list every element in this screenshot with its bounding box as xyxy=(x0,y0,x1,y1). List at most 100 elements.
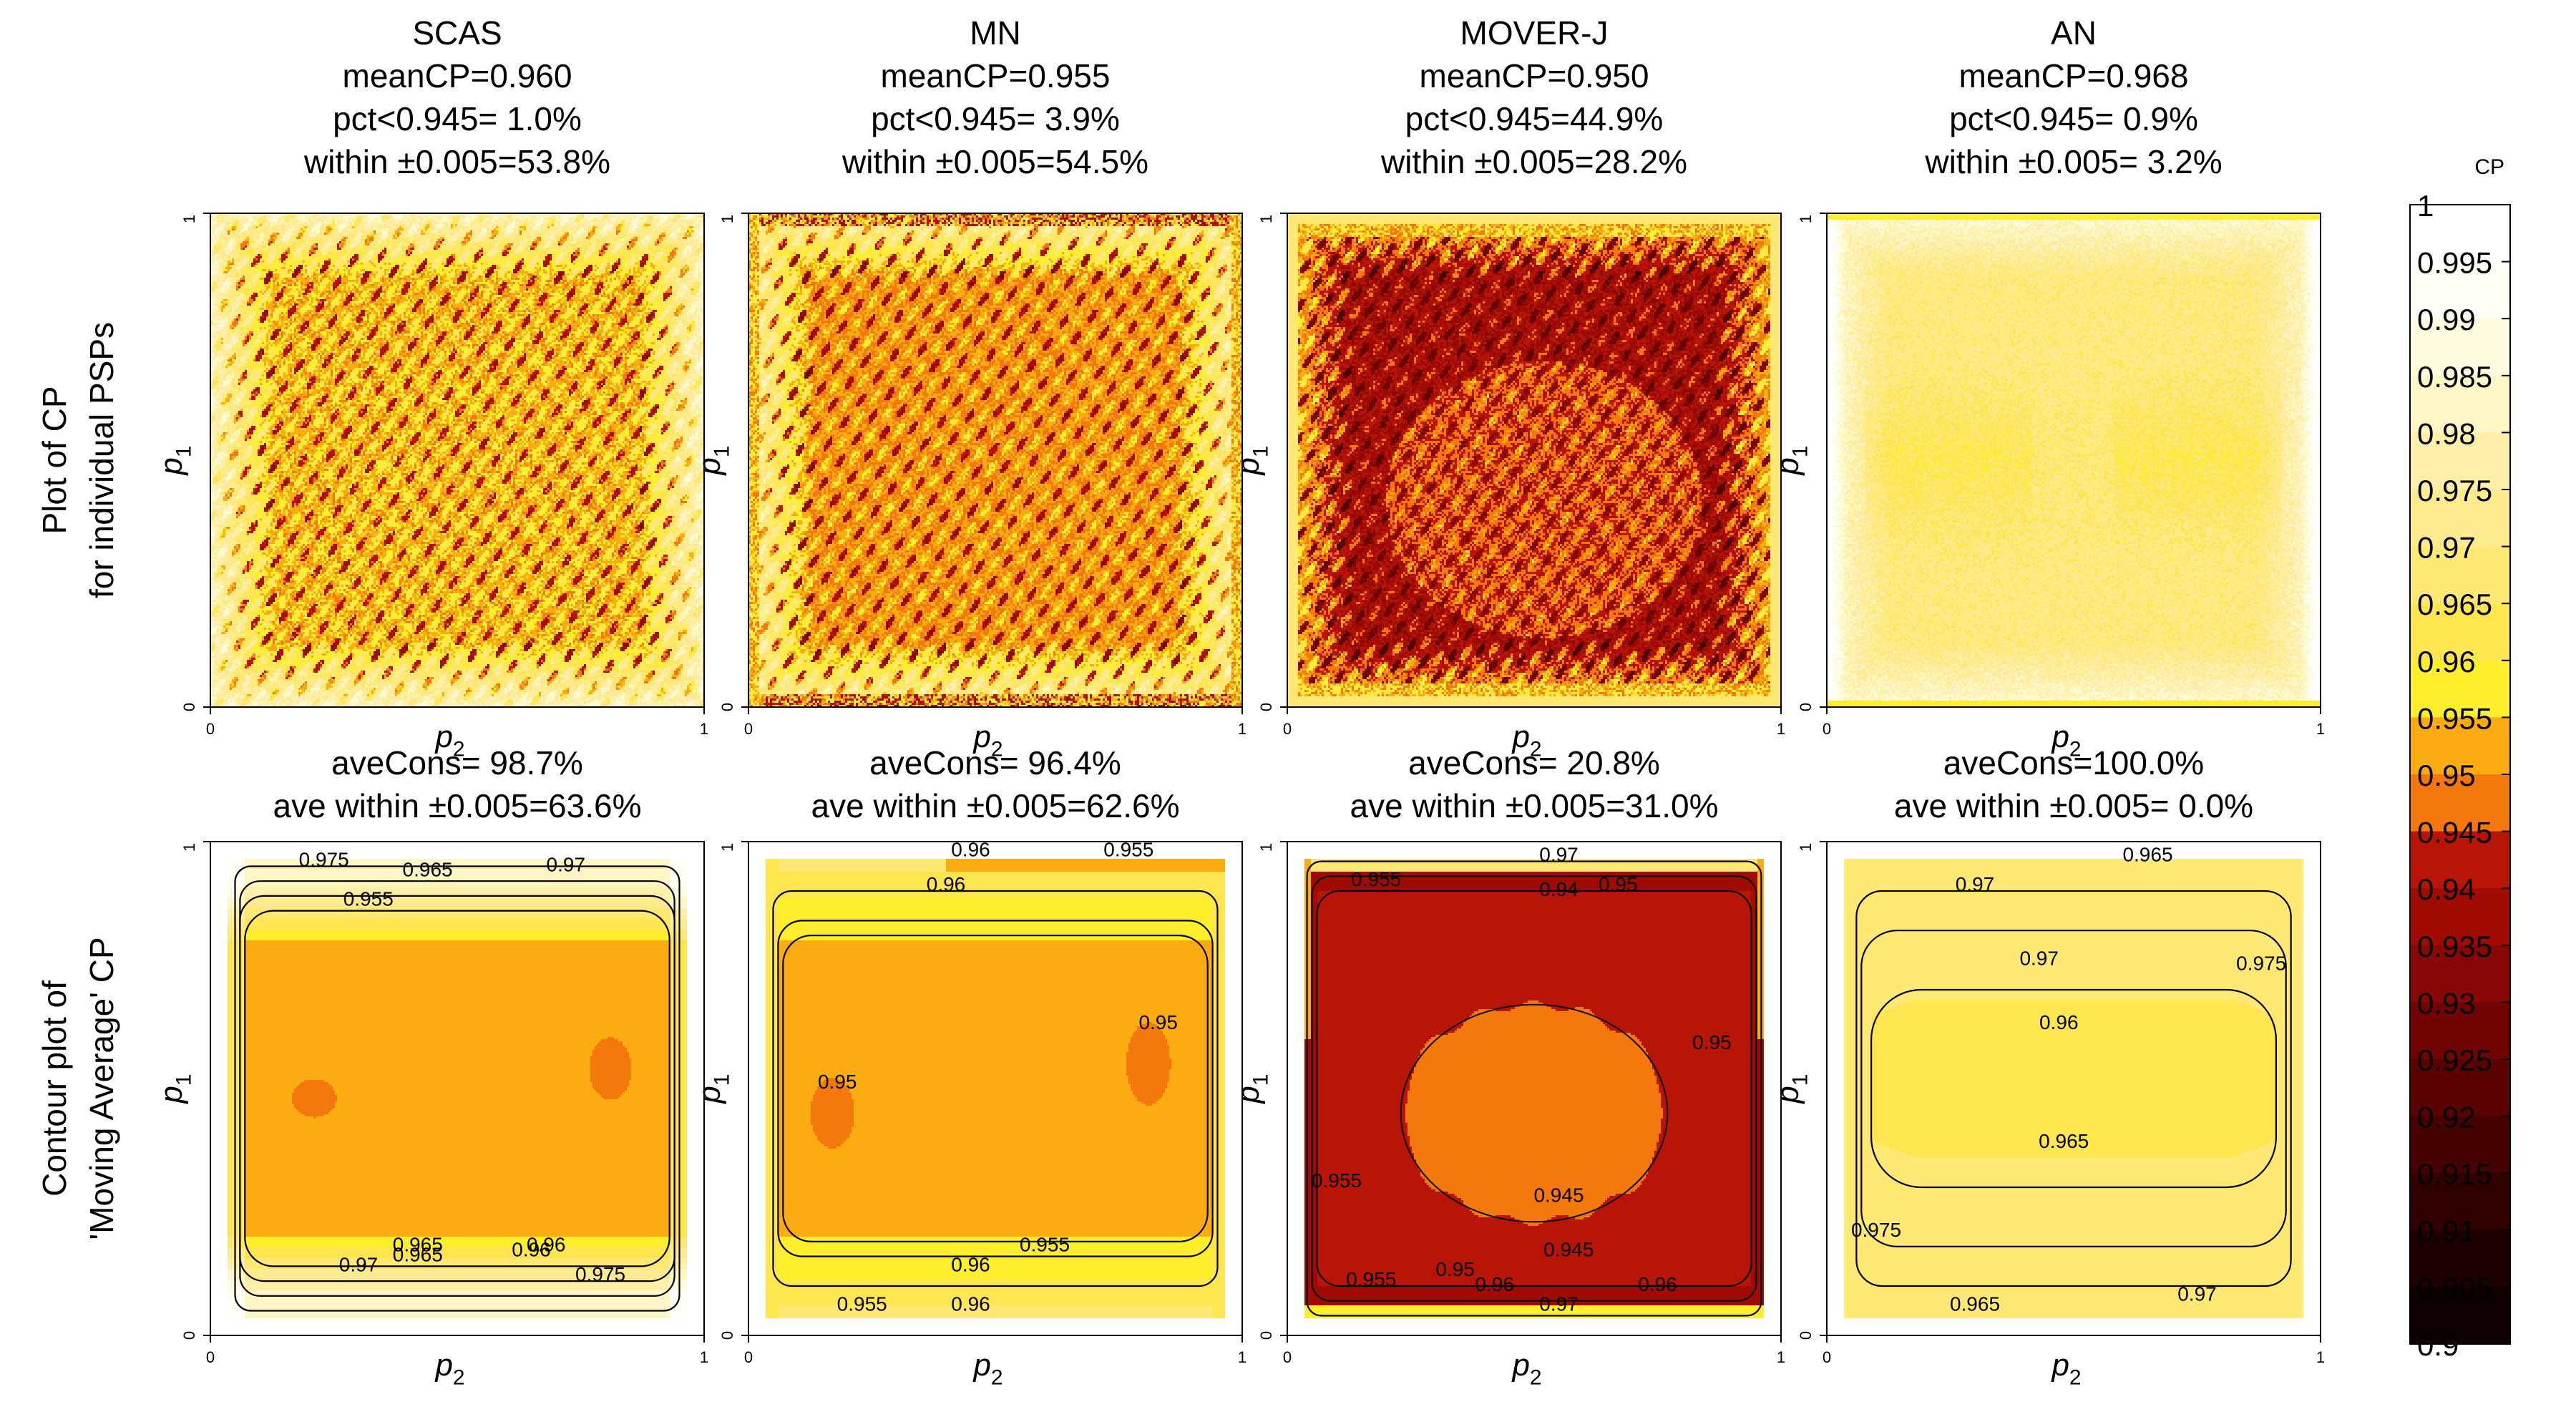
moving-average-heatmap-scas xyxy=(210,842,704,1335)
contour-label: 0.96 xyxy=(1638,1273,1677,1295)
contour-line xyxy=(239,895,675,1282)
contour-line xyxy=(1306,860,1762,1317)
colorbar-band xyxy=(2410,432,2510,490)
contour-value: 0.96 xyxy=(1638,1273,1677,1295)
y-tick-label: 0 xyxy=(1257,703,1275,711)
contour-line xyxy=(244,910,670,1267)
colorbar-tick-label: 1 xyxy=(2417,189,2434,223)
x-axis-label: p2 xyxy=(972,719,1002,761)
panel-stat: aveCons= 98.7% xyxy=(331,744,583,781)
contour-label: 0.94 xyxy=(1539,878,1579,900)
contour-line xyxy=(1855,890,2292,1287)
y-tick-label: 0 xyxy=(180,1331,198,1340)
contour-label: 0.945 xyxy=(1533,1184,1584,1207)
panel-stat: meanCP=0.950 xyxy=(1420,57,1649,94)
x-axis-label: p2 xyxy=(2050,719,2081,761)
contour-value: 0.96 xyxy=(2039,1011,2079,1033)
cp-heatmap-mover-j xyxy=(1287,213,1781,707)
y-tick-label: 0 xyxy=(1257,1331,1275,1340)
contour-value: 0.945 xyxy=(1533,1184,1584,1207)
colorbar-band xyxy=(2410,717,2510,775)
contour-value: 0.97 xyxy=(1956,873,1995,895)
contour-label: 0.95 xyxy=(818,1071,857,1093)
y-axis-label: p1 xyxy=(154,1073,195,1104)
contour-value: 0.97 xyxy=(1539,844,1579,866)
y-axis-label: p1 xyxy=(692,1073,733,1104)
y-tick-label: 0 xyxy=(718,703,736,711)
contour-value: 0.96 xyxy=(527,1234,566,1256)
colorbar-band xyxy=(2410,888,2510,946)
panel-stat: within ±0.005= 3.2% xyxy=(1924,143,2222,180)
colorbar-band xyxy=(2410,603,2510,661)
panel-stat: meanCP=0.960 xyxy=(343,57,572,94)
contour-line xyxy=(1860,930,2287,1247)
x-axis-label: p2 xyxy=(972,1348,1002,1389)
x-tick-label: 1 xyxy=(1238,1348,1246,1366)
contour-value: 0.965 xyxy=(393,1234,443,1256)
contour-line xyxy=(772,890,1219,1287)
contour-label: 0.95 xyxy=(1138,1011,1178,1033)
y-tick-label: 1 xyxy=(1257,215,1275,223)
colorbar-band xyxy=(2410,1116,2510,1174)
contour-line xyxy=(1316,890,1752,1287)
x-tick-label: 1 xyxy=(1777,1348,1785,1366)
contour-label: 0.975 xyxy=(299,849,349,871)
contour-line xyxy=(239,880,675,1297)
x-tick-label: 1 xyxy=(2316,1348,2325,1366)
contour-value: 0.97 xyxy=(339,1253,379,1275)
colorbar-band xyxy=(2410,318,2510,376)
colorbar-band xyxy=(2410,1059,2510,1117)
contour-value: 0.96 xyxy=(927,873,966,895)
colorbar-band xyxy=(2410,1287,2510,1345)
x-tick-label: 0 xyxy=(1283,720,1292,738)
contour-value: 0.955 xyxy=(1351,868,1401,890)
contour-label: 0.955 xyxy=(837,1293,887,1315)
colorbar-tick-label: 0.915 xyxy=(2417,1157,2492,1191)
y-tick-label: 1 xyxy=(1797,215,1815,223)
x-axis-label: p2 xyxy=(1511,1348,1541,1389)
contour-value: 0.975 xyxy=(2236,952,2286,974)
method-title: MN xyxy=(970,14,1021,52)
y-tick-label: 1 xyxy=(180,843,198,852)
colorbar-tick-label: 0.91 xyxy=(2417,1214,2476,1248)
contour-label: 0.975 xyxy=(575,1263,625,1285)
contour-value: 0.96 xyxy=(951,1293,990,1315)
contour-line xyxy=(777,920,1214,1257)
y-tick-label: 1 xyxy=(718,843,736,852)
contour-line xyxy=(782,934,1209,1242)
contour-value: 0.97 xyxy=(547,853,586,875)
contour-line xyxy=(234,865,680,1312)
contour-value: 0.965 xyxy=(1950,1293,2000,1315)
contour-label: 0.955 xyxy=(1346,1268,1396,1290)
contour-value: 0.97 xyxy=(2177,1283,2217,1305)
colorbar-tick-label: 0.985 xyxy=(2417,360,2492,394)
x-tick-label: 1 xyxy=(1238,720,1246,738)
contour-value: 0.955 xyxy=(1103,839,1153,861)
contour-label: 0.965 xyxy=(1950,1293,2000,1315)
colorbar-tick-label: 0.92 xyxy=(2417,1101,2476,1134)
colorbar-tick-label: 0.955 xyxy=(2417,701,2492,735)
contour-label: 0.945 xyxy=(1543,1239,1594,1261)
contour-label: 0.97 xyxy=(1956,873,1995,895)
contour-label: 0.97 xyxy=(547,853,586,875)
contour-value: 0.96 xyxy=(512,1239,551,1261)
contour-label: 0.95 xyxy=(1599,873,1638,895)
contour-label: 0.96 xyxy=(512,1239,551,1261)
contour-value: 0.955 xyxy=(1020,1234,1070,1256)
contour-value: 0.97 xyxy=(2019,948,2059,970)
contour-label: 0.955 xyxy=(1312,1169,1362,1192)
contour-value: 0.945 xyxy=(1543,1239,1594,1261)
colorbar-tick-label: 0.925 xyxy=(2417,1043,2492,1077)
colorbar-tick-label: 0.905 xyxy=(2417,1271,2492,1305)
cp-heatmap-mn xyxy=(748,213,1242,707)
panel-stat: ave within ±0.005=62.6% xyxy=(811,787,1180,824)
panel-stat: aveCons=100.0% xyxy=(1943,744,2204,781)
y-tick-label: 1 xyxy=(180,215,198,223)
x-tick-label: 1 xyxy=(700,1348,708,1366)
x-axis-label: p2 xyxy=(434,719,464,761)
colorbar-tick-label: 0.945 xyxy=(2417,816,2492,849)
y-tick-label: 1 xyxy=(718,215,736,223)
row-label: for individual PSPs xyxy=(83,322,120,598)
panel-stat: within ±0.005=53.8% xyxy=(303,143,610,180)
